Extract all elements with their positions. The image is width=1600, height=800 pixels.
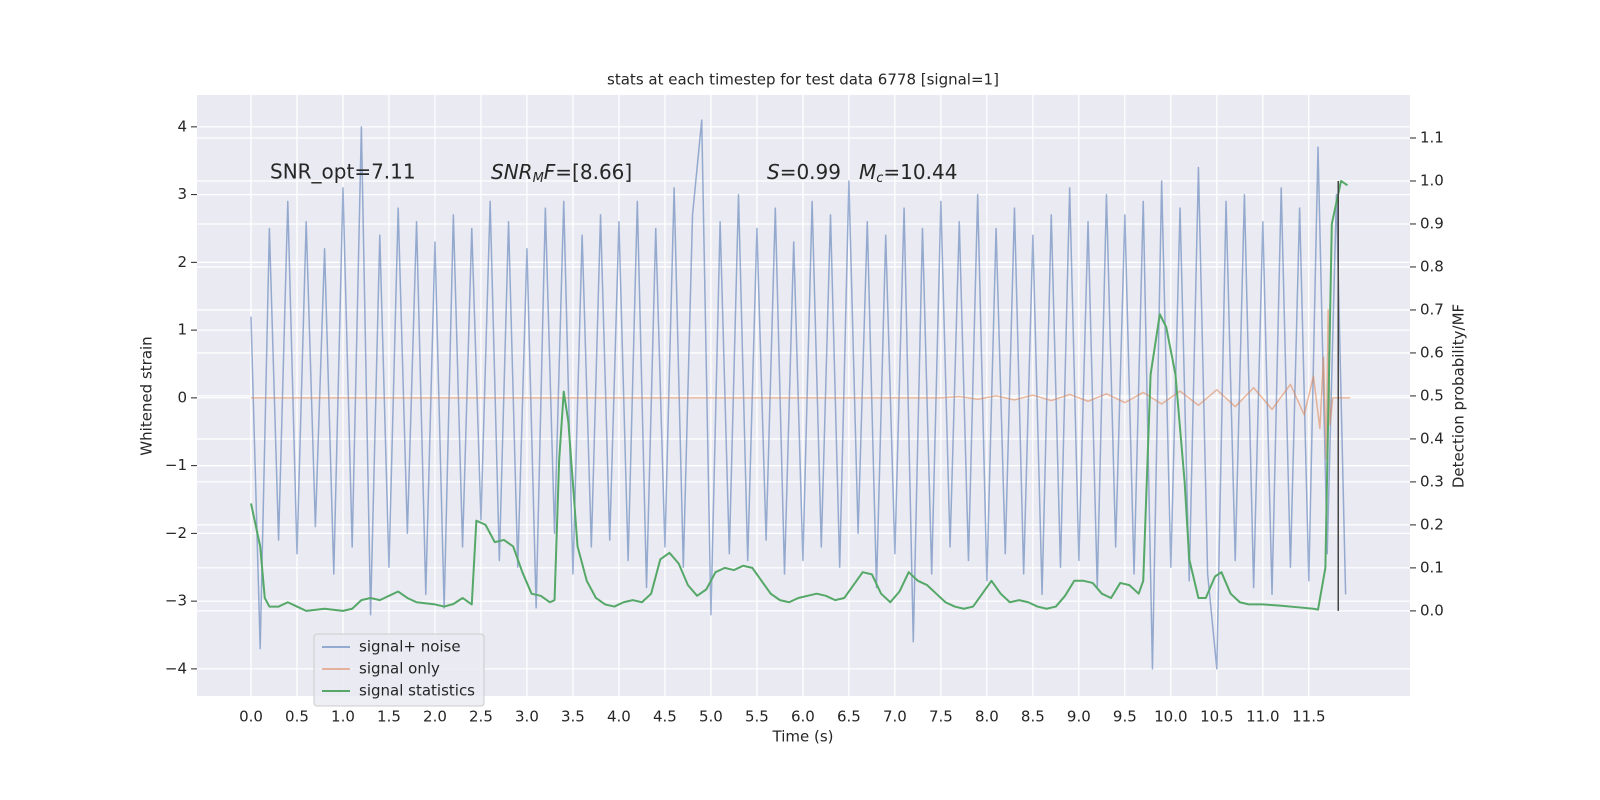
annotation-part: S	[767, 160, 780, 184]
series-line	[250, 309, 1351, 460]
y2-tick-label: 0.7	[1420, 300, 1444, 318]
x-tick-label: 2.5	[469, 708, 493, 726]
x-tick-label: 6.0	[791, 708, 815, 726]
y2-tick-label: 0.4	[1420, 429, 1444, 447]
chart-title: stats at each timestep for test data 677…	[607, 71, 999, 89]
x-tick-label: 8.0	[975, 708, 999, 726]
legend-label: signal+ noise	[359, 638, 461, 656]
series-line	[250, 119, 1347, 670]
x-tick-label: 5.5	[745, 708, 769, 726]
x-axis-label: Time (s)	[772, 728, 834, 746]
x-tick-label: 8.5	[1021, 708, 1045, 726]
x-tick-label: 11.0	[1246, 708, 1279, 726]
y2-tick-label: 1.0	[1420, 171, 1444, 189]
y-tick-label: 4	[177, 117, 187, 135]
y-tick-label: 0	[177, 388, 187, 406]
x-tick-label: 5.0	[699, 708, 723, 726]
y-tick-label: −4	[165, 659, 187, 677]
x-tick-label: 0.0	[239, 708, 263, 726]
legend: signal+ noise signal only signal statistic…	[313, 633, 485, 707]
x-tick-label: 4.0	[607, 708, 631, 726]
legend-box	[313, 633, 485, 707]
y-tick-label: −2	[165, 524, 187, 542]
x-tick-label: 10.5	[1200, 708, 1233, 726]
y2-axis-label: Detection probability/MF	[1450, 304, 1468, 488]
y-tick-label: 1	[177, 321, 187, 339]
y2-tick-label: 0.0	[1420, 601, 1444, 619]
annotation: S=0.99 Mc=10.44	[767, 160, 957, 186]
x-tick-label: 0.5	[285, 708, 309, 726]
annotation-part: F	[544, 160, 556, 184]
legend-label: signal statistics	[359, 682, 475, 700]
annotation-part: SNR	[491, 160, 533, 184]
annotation: SNR_opt=7.11	[270, 160, 416, 184]
y2-tick-label: 0.1	[1420, 558, 1444, 576]
annotation-part: M	[533, 171, 544, 186]
x-tick-label: 6.5	[837, 708, 861, 726]
annotation-part: =[8.66]	[555, 160, 632, 184]
y2-tick-label: 0.9	[1420, 214, 1444, 232]
x-tick-label: 1.5	[377, 708, 401, 726]
y-tick-label: −3	[165, 592, 187, 610]
x-tick-label: 2.0	[423, 708, 447, 726]
annotation-part: M	[859, 160, 876, 184]
x-tick-label: 7.0	[883, 708, 907, 726]
annotation-part: =10.44	[883, 160, 957, 184]
x-tick-label: 3.5	[561, 708, 585, 726]
y-tick-label: 3	[177, 185, 187, 203]
labels: 0.0 0.5 1.0 1.5 2.0 2.5 3.0 3.5 4.0 4.5 5.0 5.5 6.0 6…	[165, 117, 1444, 725]
y2-tick-label: 0.3	[1420, 472, 1444, 490]
marks	[250, 119, 1351, 670]
y-axis-label: Whitened strain	[138, 336, 156, 455]
y2-tick-label: 0.8	[1420, 257, 1444, 275]
x-tick-label: 10.0	[1154, 708, 1187, 726]
x-tick-label: 3.0	[515, 708, 539, 726]
x-tick-label: 11.5	[1292, 708, 1325, 726]
annotation: SNRMF=[8.66]	[491, 160, 632, 186]
legend-label: signal only	[359, 660, 440, 678]
y2-tick-label: 0.2	[1420, 515, 1444, 533]
y-tick-label: −1	[165, 456, 187, 474]
x-tick-label: 1.0	[331, 708, 355, 726]
x-tick-label: 9.0	[1067, 708, 1091, 726]
annotation-part: =0.99	[780, 160, 841, 184]
x-tick-label: 9.5	[1113, 708, 1137, 726]
y2-tick-label: 0.6	[1420, 343, 1444, 361]
series-line	[250, 179, 1349, 612]
annotation-part: c	[876, 171, 883, 186]
x-tick-label: 4.5	[653, 708, 677, 726]
x-tick-label: 7.5	[929, 708, 953, 726]
y2-tick-label: 1.1	[1420, 128, 1444, 146]
y2-tick-label: 0.5	[1420, 386, 1444, 404]
y-tick-label: 2	[177, 253, 187, 271]
